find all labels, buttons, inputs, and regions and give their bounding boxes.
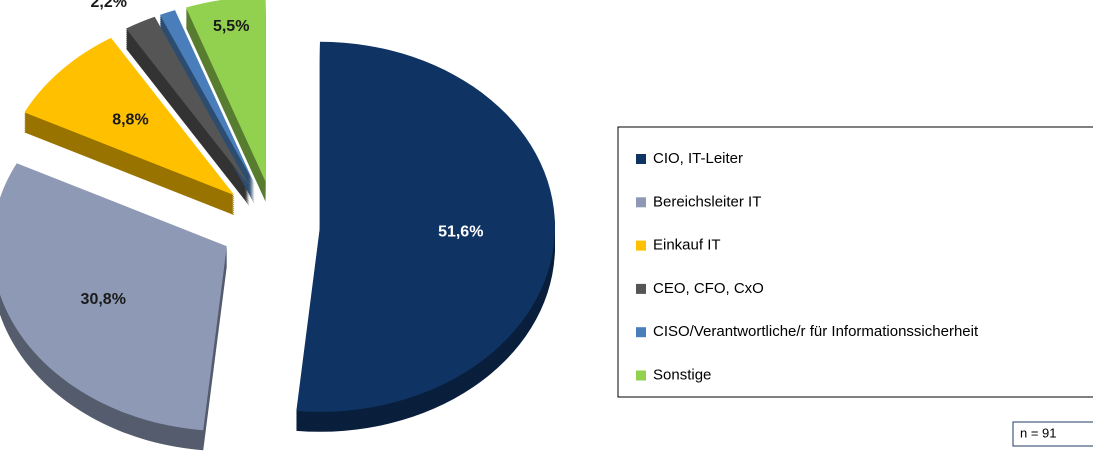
- legend-label: CIO, IT-Leiter: [653, 150, 743, 167]
- slice: [24, 37, 235, 196]
- legend-label: Bereichsleiter IT: [653, 193, 761, 210]
- legend-label: CISO/Verantwortliche/r für Informationss…: [653, 323, 979, 340]
- data-label: 30,8%: [81, 291, 126, 308]
- legend-swatch: [636, 283, 646, 294]
- legend-label: CEO, CFO, CxO: [653, 280, 764, 297]
- slice: [296, 41, 555, 412]
- annotation-box: [1012, 421, 1093, 447]
- legend: CIO, IT-Leiter Bereichsleiter IT Einkauf I…: [636, 150, 979, 383]
- legend-box: [617, 126, 1093, 398]
- legend-swatch: [636, 240, 646, 251]
- slice: [0, 163, 227, 431]
- slice: [159, 10, 255, 185]
- legend-swatch: [636, 197, 646, 208]
- annotation: n = 91: [1020, 425, 1057, 440]
- legend-swatch: [636, 327, 646, 338]
- legend-swatch: [636, 370, 646, 381]
- data-label: 2,2%: [91, 0, 127, 11]
- data-label: 5,5%: [213, 18, 249, 35]
- slice: [126, 16, 250, 187]
- data-label: 8,8%: [112, 112, 148, 129]
- slice: [185, 0, 266, 182]
- legend-label: Sonstige: [653, 366, 711, 383]
- legend-swatch: [636, 154, 646, 164]
- data-label: 51,6%: [438, 224, 483, 241]
- legend-label: Einkauf IT: [653, 237, 721, 254]
- pie: 51,6%30,8%8,8%2,2%1,1%5,5%: [0, 0, 555, 451]
